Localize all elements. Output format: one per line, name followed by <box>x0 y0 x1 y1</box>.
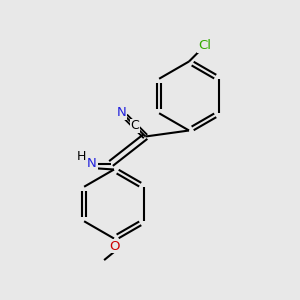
Text: C: C <box>130 119 140 133</box>
Text: Cl: Cl <box>198 39 211 52</box>
Text: H: H <box>77 150 87 164</box>
Text: O: O <box>109 239 119 253</box>
Text: N: N <box>117 106 126 119</box>
Text: N: N <box>87 157 97 170</box>
